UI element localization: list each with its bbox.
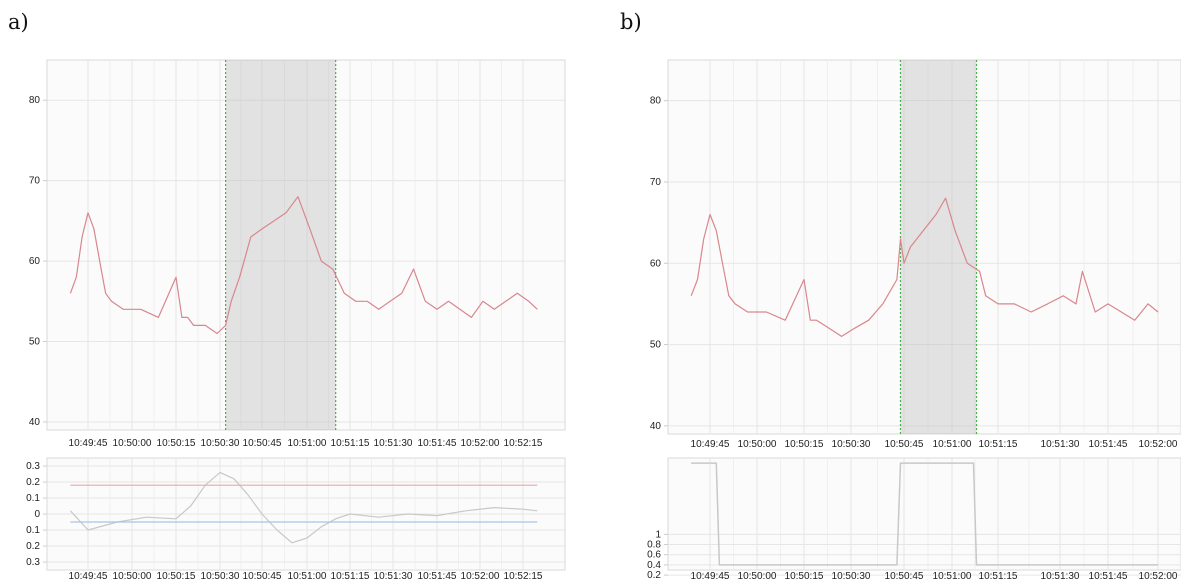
series-line (69, 196, 538, 335)
x-tick-label: 10:50:30 (832, 439, 871, 450)
series-line (69, 471, 538, 544)
plot-area (46, 59, 566, 431)
x-tick-label: 10:51:00 (288, 571, 327, 580)
y-tick-label: 70 (29, 176, 41, 187)
x-tick-label: 10:50:45 (243, 571, 282, 580)
x-tick-label: 10:51:15 (979, 571, 1018, 580)
x-tick-label: 10:51:15 (331, 438, 370, 449)
x-tick-label: 10:51:15 (331, 571, 370, 580)
x-tick-label: 10:51:45 (418, 571, 457, 580)
x-tick-label: 10:52:00 (461, 571, 500, 580)
y-tick-label: 0.3 (26, 461, 40, 472)
x-tick-label: 10:51:30 (1041, 571, 1080, 580)
y-tick-label: 0.2 (26, 477, 40, 488)
chart-a-main: 40 50 60 70 80 10:49:45 10:50:00 10:50:15 10:50:… (29, 59, 566, 449)
x-tick-label: 10:50:15 (157, 571, 196, 580)
x-tick-label: 10:50:15 (157, 438, 196, 449)
y-tick-label: 0.4 (647, 560, 661, 571)
x-tick-label: 10:50:00 (738, 571, 777, 580)
chart-b-main: 40 50 60 70 80 10:49:45 10:50:00 10:50:15 10:50:… (650, 59, 1181, 450)
y-tick-label: 80 (650, 96, 662, 107)
y-tick-label: 0.1 (26, 525, 40, 536)
x-tick-label: 10:51:45 (1089, 439, 1128, 450)
plot-area (667, 457, 1181, 571)
x-tick-label: 10:51:00 (933, 439, 972, 450)
x-tick-label: 10:50:15 (785, 439, 824, 450)
x-tick-label: 10:51:30 (374, 438, 413, 449)
y-tick-label: 50 (650, 340, 662, 351)
x-tick-label: 10:50:30 (201, 571, 240, 580)
y-tick-label: 0.6 (647, 550, 661, 561)
panel-label-a: a) (8, 10, 29, 34)
chart-b-binary: 10.80.60.40.2010:49:4510:50:0010:50:1510… (647, 457, 1181, 580)
y-tick-label: 80 (29, 95, 41, 106)
y-tick-label: 50 (29, 337, 41, 348)
panel-label-b: b) (620, 10, 642, 34)
x-tick-label: 10:50:00 (113, 438, 152, 449)
y-tick-label: 70 (650, 177, 662, 188)
x-tick-label: 10:51:30 (1041, 439, 1080, 450)
x-tick-label: 10:51:45 (1089, 571, 1128, 580)
x-tick-label: 10:51:00 (288, 438, 327, 449)
x-tick-label: 10:50:45 (885, 571, 924, 580)
x-tick-label: 10:50:30 (832, 571, 871, 580)
series-line (690, 197, 1159, 337)
x-tick-label: 10:52:00 (461, 438, 500, 449)
y-tick-label: 0.1 (26, 493, 40, 504)
x-tick-label: 10:50:30 (201, 438, 240, 449)
y-tick-label: 0.8 (647, 540, 661, 551)
x-tick-label: 10:49:45 (691, 571, 730, 580)
x-tick-label: 10:51:00 (933, 571, 972, 580)
y-tick-label: 0 (34, 509, 40, 520)
x-tick-label: 10:51:45 (418, 438, 457, 449)
x-tick-label: 10:50:00 (113, 571, 152, 580)
x-tick-label: 10:49:45 (69, 438, 108, 449)
x-tick-label: 10:52:15 (504, 571, 543, 580)
x-tick-label: 10:51:30 (374, 571, 413, 580)
y-tick-label: 0.2 (26, 541, 40, 552)
y-tick-label: 60 (650, 258, 662, 269)
highlight-window (900, 60, 977, 434)
x-tick-label: 10:49:45 (69, 571, 108, 580)
y-tick-label: 60 (29, 256, 41, 267)
chart-a-feature: 0.3 0.2 0.1 0 0.1 0.2 0.3 10:49:45 10:50:00 10:50… (26, 457, 566, 580)
x-tick-label: 10:50:00 (738, 439, 777, 450)
x-tick-label: 10:52:00 (1139, 571, 1178, 580)
series-line (691, 462, 1158, 566)
highlight-window (225, 60, 336, 430)
x-tick-label: 10:49:45 (691, 439, 730, 450)
x-tick-label: 10:50:45 (885, 439, 924, 450)
x-tick-label: 10:51:15 (979, 439, 1018, 450)
y-tick-label: 0.2 (647, 570, 661, 580)
x-tick-label: 10:52:00 (1139, 439, 1178, 450)
x-tick-label: 10:50:45 (243, 438, 282, 449)
y-tick-label: 1 (655, 529, 661, 540)
x-tick-label: 10:52:15 (504, 438, 543, 449)
x-tick-label: 10:50:15 (785, 571, 824, 580)
y-tick-label: 0.3 (26, 557, 40, 568)
y-tick-label: 40 (650, 421, 662, 432)
y-tick-label: 40 (29, 417, 41, 428)
plot-area (667, 59, 1181, 435)
